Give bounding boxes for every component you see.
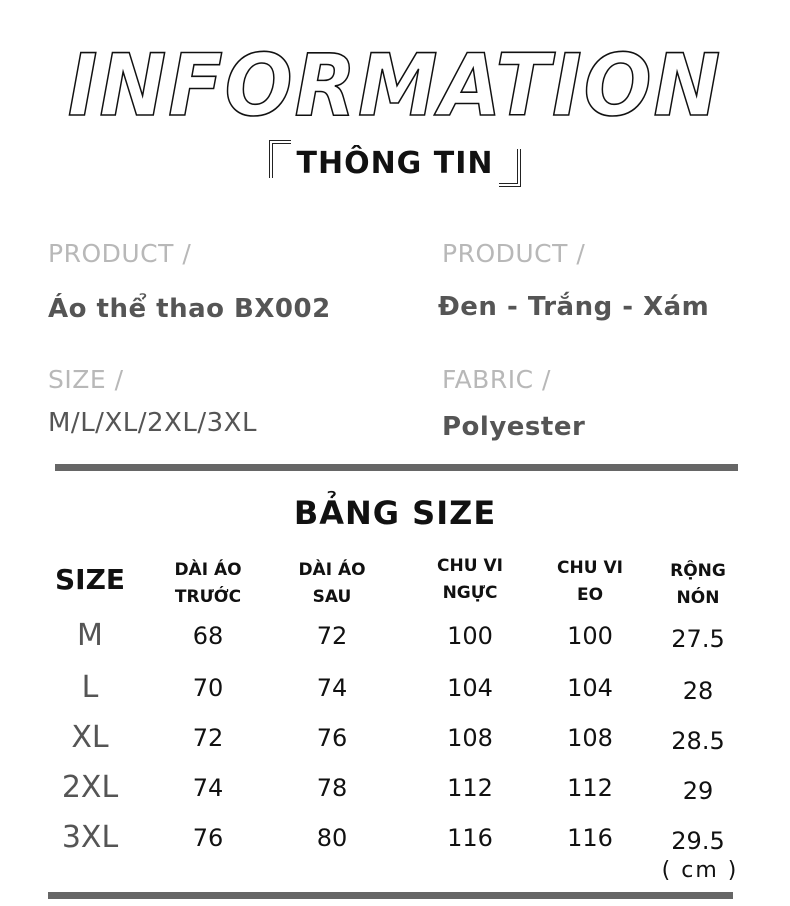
table-cell: 80 — [316, 824, 348, 852]
information-title: INFORMATION — [67, 35, 723, 137]
table-cell: 104 — [447, 674, 493, 702]
table-cell: 68 — [192, 622, 224, 650]
subtitle-text: THÔNG TIN — [296, 146, 494, 181]
table-cell: 29.5 — [671, 827, 725, 855]
column-header-line: DÀI ÁO — [298, 560, 366, 580]
table-cell: 108 — [567, 724, 613, 752]
column-header-line: NÓN — [676, 588, 720, 608]
table-cell: 100 — [447, 622, 493, 650]
column-header: CHU VI NGỰC — [410, 553, 530, 607]
unit-label: ( cm ) — [661, 858, 739, 883]
column-header-line: CHU VI — [557, 558, 623, 578]
size-cell: 3XL — [61, 820, 119, 855]
table-cell: 76 — [316, 724, 348, 752]
column-header: SIZE — [30, 563, 150, 596]
table-cell: 72 — [192, 724, 224, 752]
column-header-line: DÀI ÁO — [174, 560, 242, 580]
table-cell: 74 — [192, 774, 224, 802]
section-subtitle: THÔNG TIN — [267, 140, 524, 187]
fabric-label: FABRIC / — [442, 365, 551, 394]
column-header-line: TRƯỚC — [174, 587, 242, 607]
table-cell: 72 — [316, 622, 348, 650]
table-cell: 112 — [567, 774, 613, 802]
column-header-line: NGỰC — [442, 583, 498, 603]
product-label: PRODUCT / — [48, 239, 192, 268]
table-cell: 100 — [567, 622, 613, 650]
fabric-value: Polyester — [442, 412, 586, 442]
size-label: SIZE / — [48, 365, 124, 394]
table-cell: 78 — [316, 774, 348, 802]
table-cell: 70 — [192, 674, 224, 702]
size-table-title: BẢNG SIZE — [293, 494, 497, 532]
table-cell: 116 — [447, 824, 493, 852]
size-cell: XL — [71, 720, 109, 755]
table-cell: 112 — [447, 774, 493, 802]
column-header-line: RỘNG — [670, 561, 726, 581]
column-header-line: CHU VI — [437, 556, 503, 576]
size-cell: 2XL — [61, 770, 119, 805]
table-cell: 76 — [192, 824, 224, 852]
column-header-line: EO — [576, 585, 604, 605]
table-cell: 104 — [567, 674, 613, 702]
product-value: Áo thể thao BX002 — [48, 294, 331, 324]
divider — [55, 464, 738, 471]
table-cell: 27.5 — [671, 625, 725, 653]
table-cell: 29 — [682, 777, 714, 805]
column-header: DÀI ÁO SAU — [272, 557, 392, 611]
color-value: Đen - Trắng - Xám — [438, 292, 710, 322]
table-cell: 28.5 — [671, 727, 725, 755]
column-header-line: SIZE — [54, 563, 125, 596]
column-header: DÀI ÁO TRƯỚC — [148, 557, 268, 611]
table-cell: 116 — [567, 824, 613, 852]
column-header: CHU VI EO — [530, 555, 650, 609]
divider-bottom — [48, 892, 733, 899]
table-cell: 28 — [682, 677, 714, 705]
column-header: RỘNG NÓN — [638, 558, 758, 612]
table-cell: 108 — [447, 724, 493, 752]
bracket-decoration — [268, 140, 291, 178]
size-value: M/L/XL/2XL/3XL — [48, 408, 257, 438]
size-cell: M — [77, 618, 103, 653]
bracket-decoration — [499, 149, 522, 187]
table-cell: 74 — [316, 674, 348, 702]
column-header-line: SAU — [312, 587, 352, 607]
size-cell: L — [81, 670, 99, 705]
color-label: PRODUCT / — [442, 239, 586, 268]
